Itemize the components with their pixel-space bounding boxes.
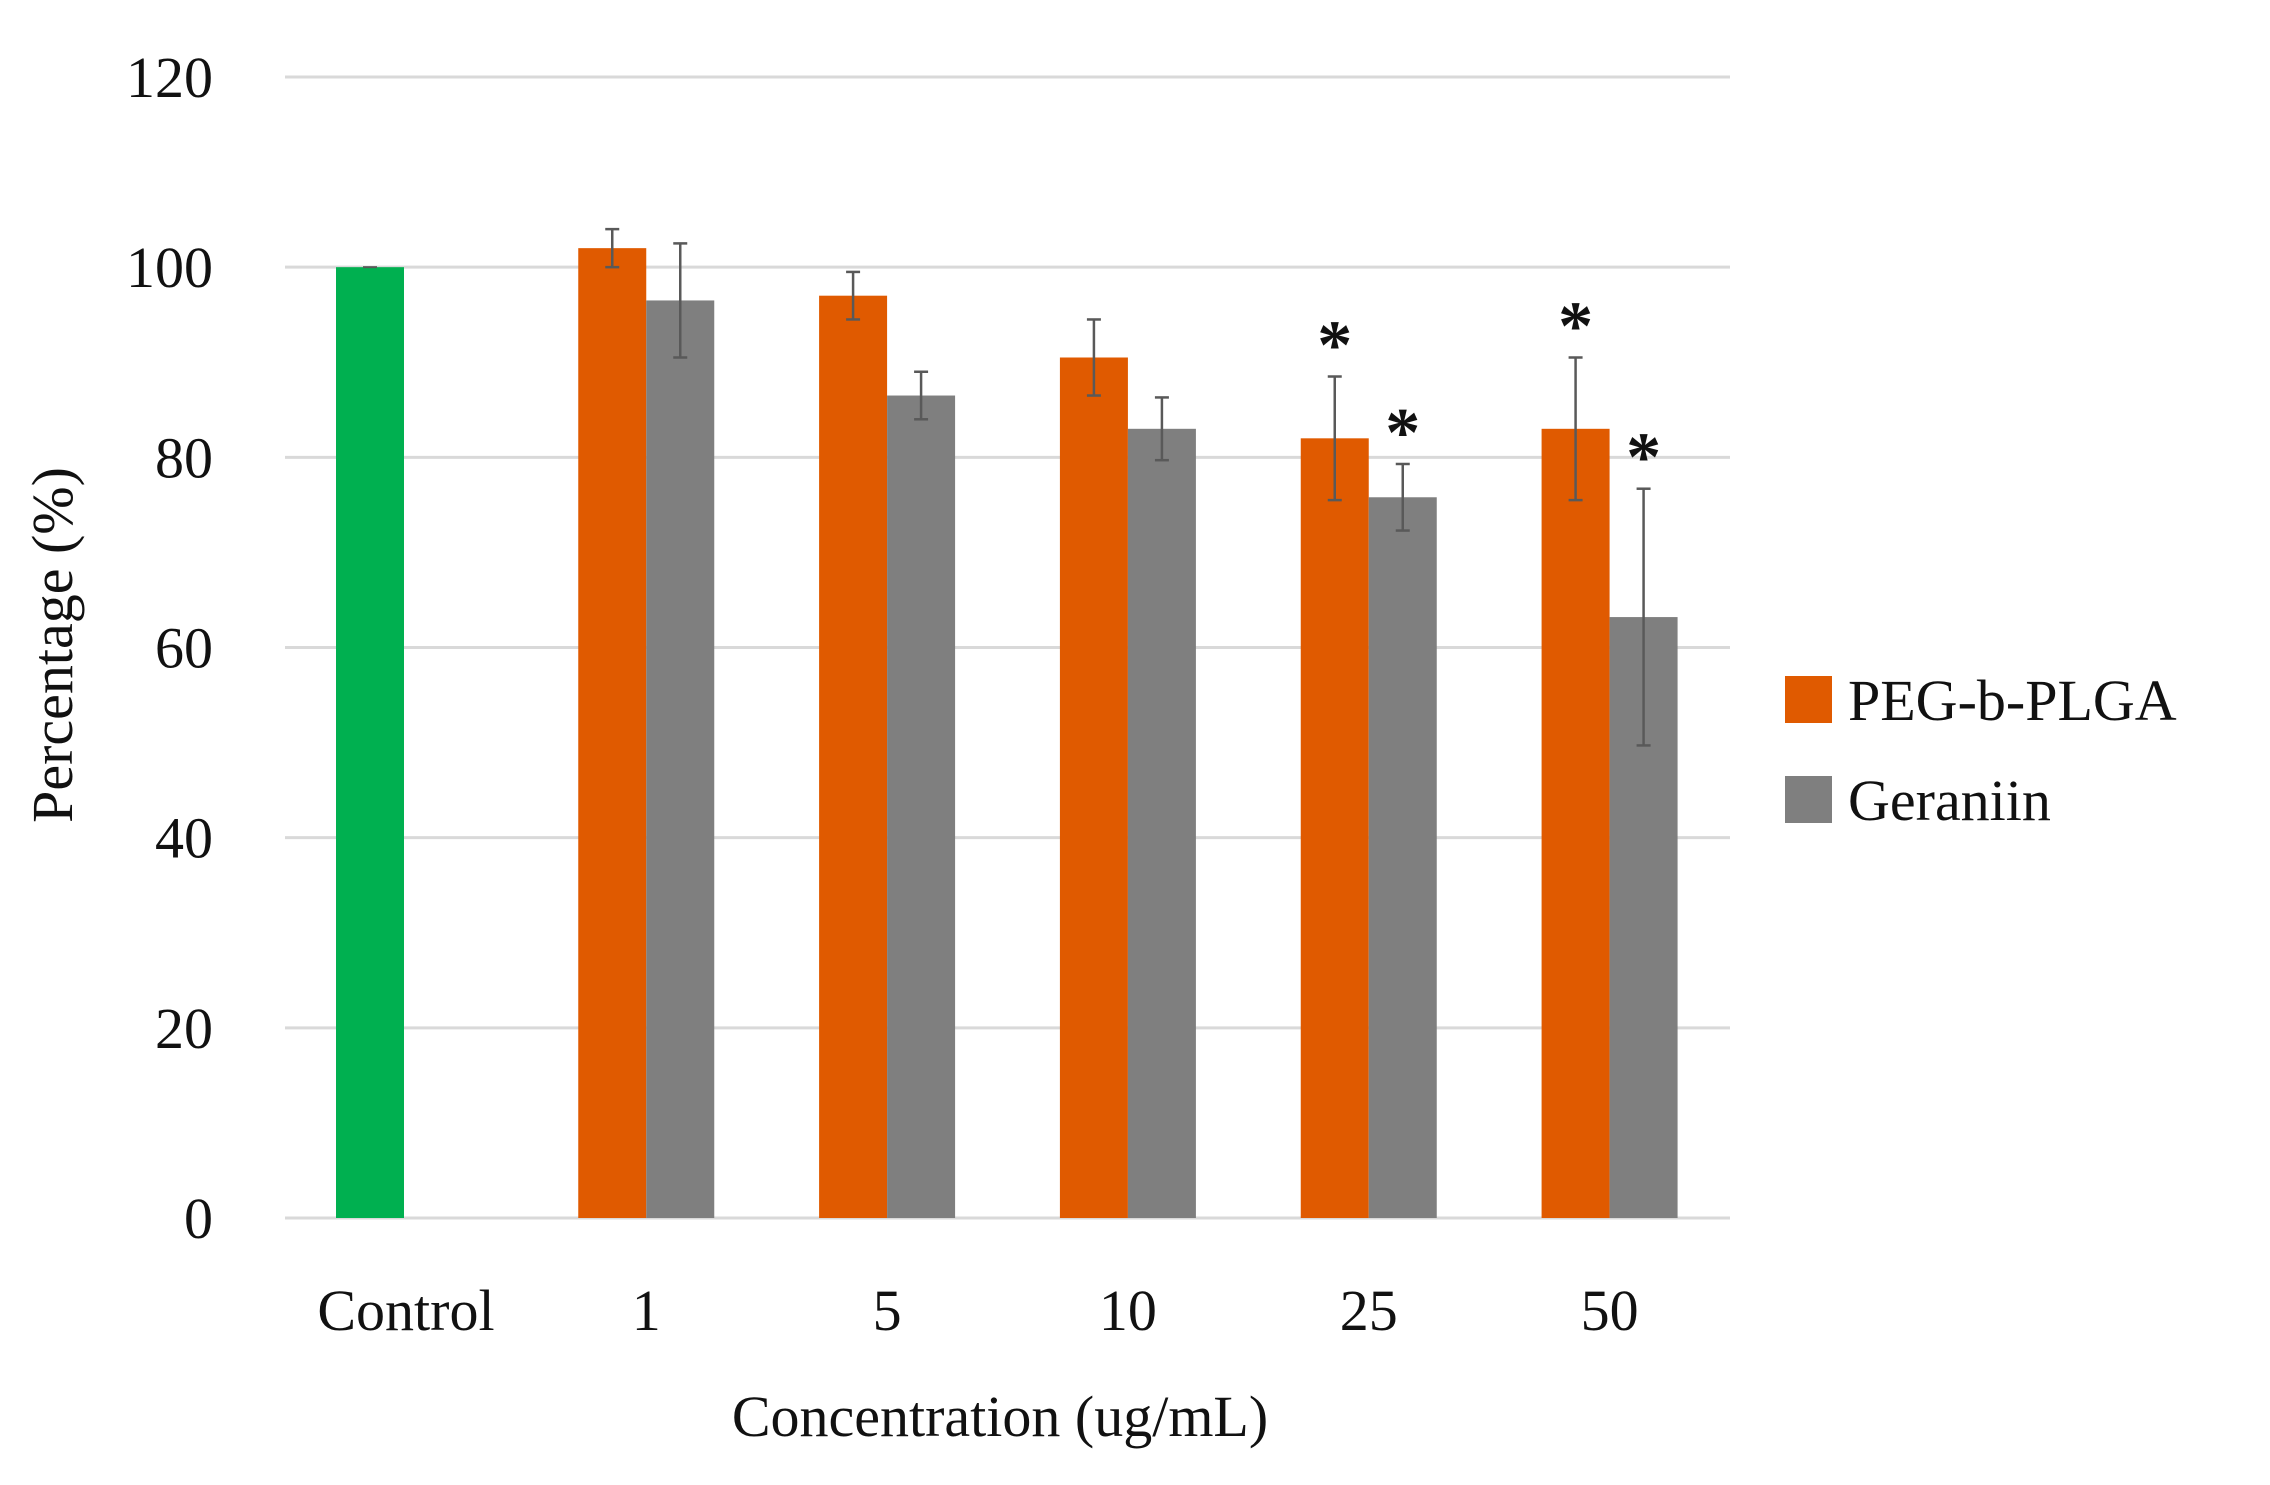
bar-peg-b-plga [1541,428,1610,1218]
error-bars [363,227,1651,747]
x-tick-label: 1 [632,1278,661,1343]
bar-geraniin [646,300,715,1219]
y-axis-title: Percentage (%) [20,467,85,823]
legend-label: Geraniin [1848,768,2051,833]
x-axis-title: Concentration (ug/mL) [732,1384,1268,1449]
x-tick-label: 25 [1340,1278,1398,1343]
y-tick-label: 120 [126,45,213,110]
x-tick-label: 5 [873,1278,902,1343]
gridlines [285,75,1730,1220]
legend-swatch [1785,776,1832,823]
x-tick-label: 50 [1581,1278,1639,1343]
y-tick-label: 80 [155,425,213,490]
tick-labels: 0 20 40 60 80 100 120 * * * * Control 1 5 10 25 50 [126,45,1661,1343]
bar-peg-b-plga [1300,438,1369,1219]
bar-peg-b-plga [1059,357,1128,1218]
x-tick-label: Control [317,1278,494,1343]
significance-marker: * [1317,308,1352,385]
legend-label: PEG-b-PLGA [1848,668,2177,733]
y-tick-label: 20 [155,996,213,1061]
legend-swatch [1785,676,1832,723]
bar-geraniin [887,395,956,1218]
significance-marker: * [1385,395,1420,472]
y-tick-label: 40 [155,806,213,871]
bar-peg-b-plga [819,295,888,1219]
y-tick-label: 100 [126,235,213,300]
bar-control [336,267,404,1219]
legend: PEG-b-PLGA Geraniin [1785,668,2177,833]
bar-geraniin [1368,497,1437,1219]
bar-geraniin [1127,428,1196,1218]
y-tick-label: 0 [184,1186,213,1251]
significance-marker: * [1626,420,1661,497]
significance-marker: * [1558,288,1593,365]
y-tick-label: 60 [155,616,213,681]
bar-peg-b-plga [578,248,647,1218]
x-tick-label: 10 [1099,1278,1157,1343]
bars [336,248,1678,1219]
